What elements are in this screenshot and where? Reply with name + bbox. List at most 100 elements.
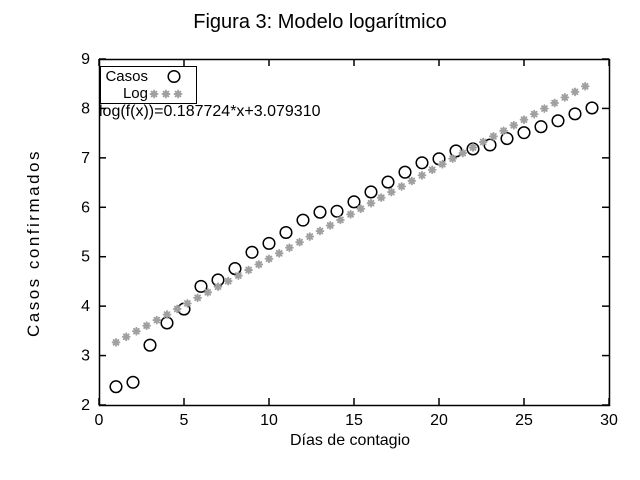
data-point-log xyxy=(111,338,121,347)
data-point-casos xyxy=(262,236,276,250)
legend-label-casos: Casos xyxy=(105,67,148,85)
data-point-log xyxy=(560,93,570,102)
data-point-casos xyxy=(551,114,565,128)
data-point-log xyxy=(285,243,294,253)
data-point-log xyxy=(489,132,498,141)
data-point-casos xyxy=(364,185,378,199)
legend: Casos Log xyxy=(100,66,197,104)
data-point-log xyxy=(244,265,253,275)
x-axis-label: Días de contagio xyxy=(289,432,411,449)
data-point-log xyxy=(509,120,519,130)
data-point-log xyxy=(161,89,171,99)
data-point-casos xyxy=(279,225,293,240)
data-point-log xyxy=(417,171,427,180)
x-tick-label: 20 xyxy=(430,412,448,429)
data-point-log xyxy=(172,304,182,314)
data-point-casos xyxy=(466,142,480,156)
data-point-casos xyxy=(381,175,395,189)
data-point-casos xyxy=(109,380,123,394)
legend-item-casos: Casos xyxy=(101,68,196,85)
data-point-log xyxy=(121,332,131,342)
data-point-casos xyxy=(398,165,412,179)
data-point-casos xyxy=(228,262,242,276)
data-point-log xyxy=(173,89,183,99)
data-point-log xyxy=(152,315,162,325)
asterisk-marker-icon xyxy=(148,85,196,102)
data-point-casos xyxy=(143,338,157,352)
data-point-casos xyxy=(568,107,582,121)
data-point-casos xyxy=(330,204,344,218)
data-point-casos xyxy=(296,213,310,227)
data-point-log xyxy=(142,321,151,331)
data-point-log xyxy=(376,193,386,202)
data-point-log xyxy=(264,254,274,264)
data-point-log xyxy=(397,182,406,191)
data-point-log xyxy=(336,215,345,225)
data-point-log xyxy=(468,143,478,152)
data-point-log xyxy=(132,326,141,336)
y-tick-label: 6 xyxy=(81,199,90,216)
y-tick-label: 4 xyxy=(81,298,90,315)
x-tick-label: 30 xyxy=(600,412,618,429)
data-point-log xyxy=(407,176,417,186)
data-point-log xyxy=(458,148,468,158)
data-point-log xyxy=(387,187,396,197)
data-point-casos xyxy=(534,120,548,134)
legend-item-log: Log xyxy=(101,85,196,102)
fit-equation-annotation: log(f(x))=0.187724*x+3.079310 xyxy=(99,103,321,120)
circle-marker-icon xyxy=(148,68,196,85)
data-point-log xyxy=(529,109,539,119)
x-tick-label: 5 xyxy=(180,412,189,429)
data-point-log xyxy=(499,126,508,136)
data-point-casos xyxy=(160,316,174,330)
y-tick-label: 2 xyxy=(81,397,90,414)
data-point-casos xyxy=(483,138,497,152)
data-point-log xyxy=(295,237,304,247)
data-point-log xyxy=(305,232,315,241)
data-point-log xyxy=(149,89,159,99)
data-point-log xyxy=(234,271,243,280)
data-point-log xyxy=(540,104,549,113)
data-point-log xyxy=(570,87,580,97)
data-point-casos xyxy=(585,101,599,115)
data-point-casos xyxy=(167,69,181,83)
data-point-log xyxy=(193,293,202,303)
data-point-log xyxy=(580,81,590,91)
data-point-log xyxy=(550,98,559,108)
x-tick-label: 0 xyxy=(95,412,104,429)
x-tick-label: 15 xyxy=(345,412,363,429)
y-tick-label: 7 xyxy=(81,150,90,167)
data-point-casos xyxy=(194,279,208,293)
x-tick-label: 10 xyxy=(260,412,278,429)
data-point-log xyxy=(213,282,223,292)
data-point-casos xyxy=(126,375,140,389)
data-point-log xyxy=(478,137,488,147)
data-point-log xyxy=(183,299,192,308)
data-point-log xyxy=(519,115,529,125)
y-tick-label: 9 xyxy=(81,51,90,68)
data-point-casos xyxy=(245,245,259,259)
data-point-log xyxy=(366,198,376,208)
data-point-log xyxy=(448,154,457,163)
y-tick-label: 5 xyxy=(81,249,90,266)
data-point-log xyxy=(325,221,335,230)
data-point-log xyxy=(223,276,233,286)
data-point-log xyxy=(254,260,264,269)
data-point-casos xyxy=(500,132,514,146)
data-point-log xyxy=(427,165,437,175)
data-point-casos xyxy=(517,126,531,140)
y-tick-label: 3 xyxy=(81,348,90,365)
data-point-log xyxy=(356,204,366,214)
data-point-log xyxy=(438,159,447,169)
data-point-log xyxy=(274,248,284,258)
data-point-casos xyxy=(415,156,429,170)
y-tick-label: 8 xyxy=(81,100,90,117)
x-tick-label: 25 xyxy=(515,412,533,429)
data-point-casos xyxy=(347,195,361,209)
chart-title: Figura 3: Modelo logarítmico xyxy=(193,11,447,33)
data-point-log xyxy=(346,209,355,219)
data-point-log xyxy=(203,287,213,297)
data-point-log xyxy=(315,226,325,236)
